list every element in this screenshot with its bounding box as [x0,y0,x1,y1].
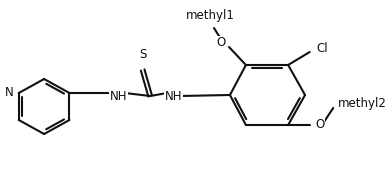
Text: O: O [316,118,325,131]
Text: O: O [216,36,225,49]
Text: S: S [139,48,146,61]
Text: N: N [4,86,13,99]
Text: methyl1: methyl1 [186,9,235,22]
Text: NH: NH [109,89,127,102]
Text: Cl: Cl [316,42,328,55]
Text: methyl2: methyl2 [338,98,387,111]
Text: NH: NH [165,89,182,102]
